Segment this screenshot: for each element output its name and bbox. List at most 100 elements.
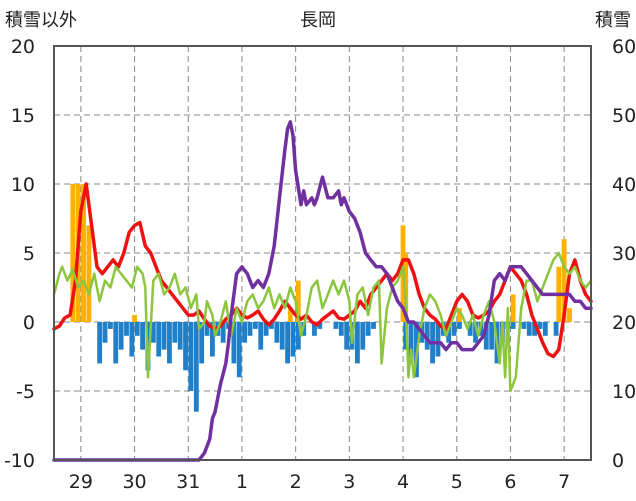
bar bbox=[209, 322, 215, 357]
bar bbox=[285, 322, 291, 364]
bar bbox=[344, 322, 350, 350]
x-tick-label: 3 bbox=[343, 471, 355, 493]
bar bbox=[435, 322, 441, 357]
left-tick-label: 0 bbox=[23, 312, 35, 334]
bar bbox=[312, 322, 317, 336]
bar bbox=[360, 322, 366, 350]
bar bbox=[167, 322, 172, 364]
bar bbox=[553, 322, 559, 336]
bar bbox=[467, 322, 473, 336]
x-tick-label: 5 bbox=[451, 471, 463, 493]
left-tick-label: 20 bbox=[11, 36, 35, 58]
x-tick-label: 29 bbox=[69, 471, 93, 493]
bar bbox=[134, 322, 140, 336]
bar bbox=[124, 322, 129, 336]
bar bbox=[483, 322, 489, 350]
bar bbox=[107, 322, 113, 329]
bar bbox=[140, 322, 146, 350]
bar bbox=[97, 322, 103, 364]
bar bbox=[567, 308, 572, 322]
bar bbox=[269, 322, 274, 329]
bar bbox=[81, 184, 86, 322]
bar bbox=[365, 322, 371, 336]
bar bbox=[258, 322, 264, 350]
bar bbox=[242, 322, 248, 343]
bar bbox=[354, 322, 360, 364]
x-tick-label: 6 bbox=[504, 471, 516, 493]
x-tick-labels: 29 30 31 1 2 3 4 5 6 7 bbox=[69, 471, 570, 493]
lines bbox=[52, 120, 593, 462]
bar bbox=[561, 239, 567, 322]
right-tick-label: 50 bbox=[612, 105, 636, 127]
chart-title: 長岡 bbox=[300, 10, 336, 31]
bar bbox=[113, 322, 119, 364]
series-line bbox=[52, 182, 593, 359]
bar bbox=[473, 322, 478, 343]
bar bbox=[252, 322, 258, 329]
bar bbox=[510, 294, 516, 322]
bar bbox=[102, 322, 108, 343]
left-tick-label: -5 bbox=[16, 381, 35, 403]
bar bbox=[371, 322, 376, 329]
left-tick-label: 5 bbox=[23, 243, 35, 265]
bar bbox=[317, 322, 323, 329]
bar bbox=[333, 322, 339, 329]
bar bbox=[188, 322, 194, 391]
left-axis-label: 積雪以外 bbox=[5, 10, 77, 31]
bar bbox=[263, 322, 269, 336]
grid bbox=[54, 46, 591, 460]
bar bbox=[236, 322, 242, 378]
left-tick-labels: -10 -5 0 5 10 15 20 bbox=[4, 36, 35, 472]
right-tick-label: 60 bbox=[612, 36, 636, 58]
bar bbox=[510, 322, 516, 329]
bar bbox=[231, 322, 237, 364]
bar bbox=[150, 322, 156, 343]
x-tick-label: 30 bbox=[122, 471, 146, 493]
right-tick-label: 30 bbox=[612, 243, 636, 265]
bar bbox=[295, 322, 301, 350]
bar bbox=[457, 322, 462, 329]
left-tick-label: -10 bbox=[4, 450, 35, 472]
bar bbox=[129, 322, 135, 357]
right-tick-label: 0 bbox=[612, 450, 624, 472]
bar bbox=[118, 322, 124, 350]
bar bbox=[86, 225, 92, 322]
bar bbox=[70, 184, 76, 322]
bar bbox=[457, 308, 462, 322]
bar bbox=[489, 322, 495, 350]
series-line bbox=[52, 251, 593, 393]
bar bbox=[542, 322, 548, 336]
bar bbox=[199, 322, 205, 364]
bar bbox=[220, 322, 226, 343]
bar bbox=[274, 322, 280, 343]
x-tick-label: 1 bbox=[236, 471, 248, 493]
bar bbox=[193, 322, 199, 412]
plot-frame bbox=[53, 45, 592, 461]
bar bbox=[290, 322, 296, 357]
right-tick-label: 20 bbox=[612, 312, 636, 334]
bar bbox=[295, 280, 301, 322]
bar bbox=[161, 322, 167, 350]
bar bbox=[279, 322, 285, 350]
right-tick-label: 40 bbox=[612, 174, 636, 196]
bar bbox=[156, 322, 162, 357]
right-tick-labels: 0 10 20 30 40 50 60 bbox=[612, 36, 636, 472]
bar bbox=[424, 322, 430, 350]
right-tick-label: 10 bbox=[612, 381, 636, 403]
x-tick-label: 2 bbox=[290, 471, 302, 493]
bar bbox=[247, 322, 253, 336]
bar bbox=[526, 322, 532, 336]
bar bbox=[204, 322, 210, 336]
right-axis-label: 積雪 bbox=[595, 10, 631, 31]
bar bbox=[338, 322, 344, 336]
x-tick-label: 31 bbox=[176, 471, 200, 493]
bar bbox=[532, 322, 538, 336]
bar bbox=[446, 322, 452, 343]
x-tick-label: 7 bbox=[558, 471, 570, 493]
bar bbox=[172, 322, 178, 343]
bar bbox=[132, 315, 137, 322]
series-line bbox=[52, 120, 593, 462]
bar bbox=[183, 322, 188, 371]
left-tick-label: 10 bbox=[11, 174, 35, 196]
